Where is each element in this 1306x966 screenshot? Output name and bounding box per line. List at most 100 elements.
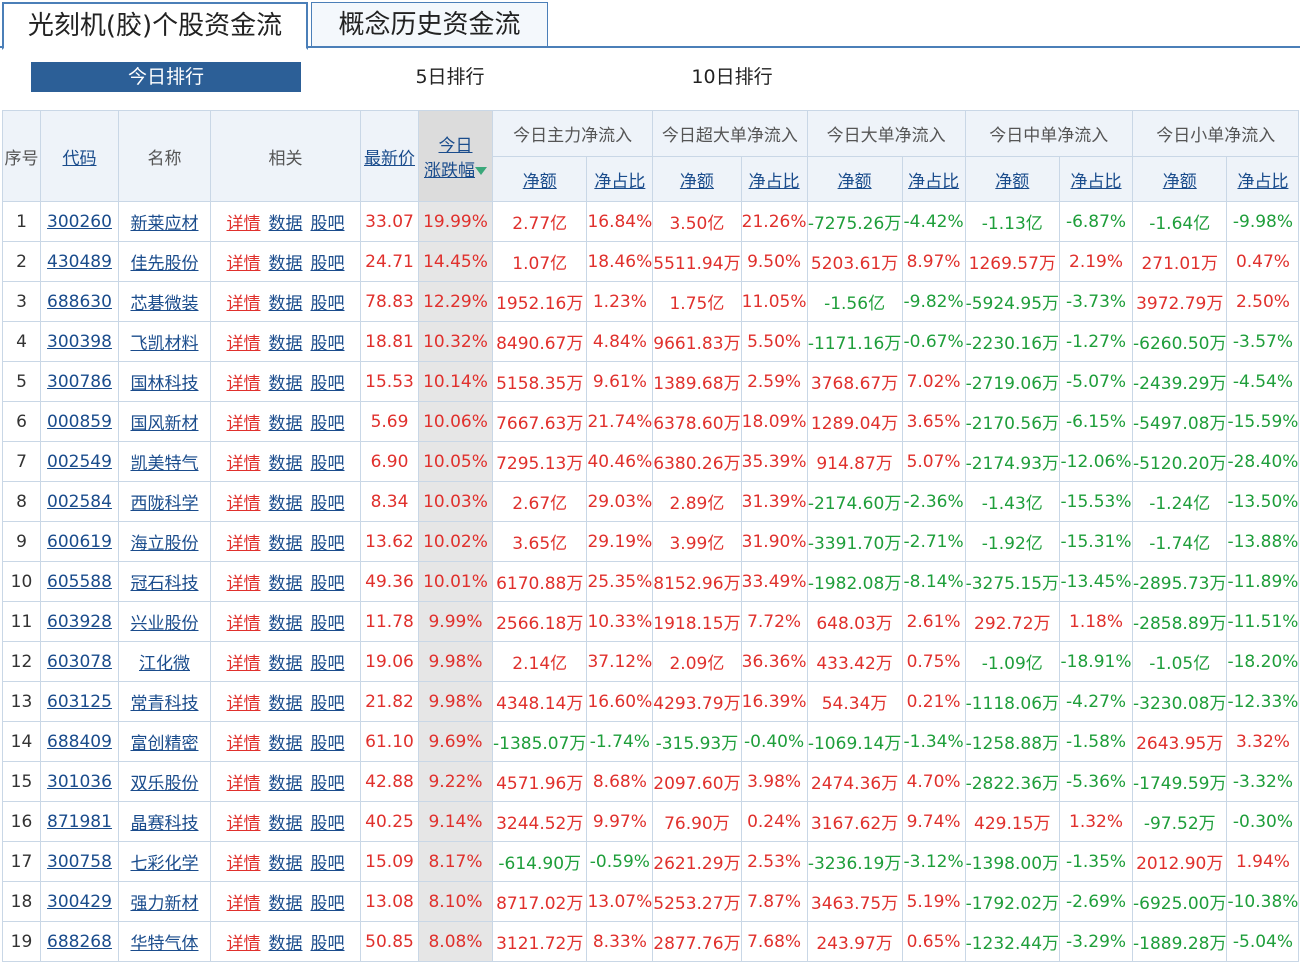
stock-name-link[interactable]: 国风新材 [130, 414, 199, 434]
stock-code-link[interactable]: 603078 [47, 651, 112, 672]
sort-main-amount-link[interactable]: 净额 [522, 171, 557, 192]
sort-main-ratio-link[interactable]: 净占比 [594, 171, 646, 192]
guba-link[interactable]: 股吧 [310, 774, 345, 794]
guba-link[interactable]: 股吧 [310, 494, 345, 514]
guba-link[interactable]: 股吧 [310, 854, 345, 874]
header-mid-ratio[interactable]: 净占比 [1059, 156, 1134, 202]
guba-link[interactable]: 股吧 [310, 214, 345, 234]
header-big-ratio[interactable]: 净占比 [901, 156, 966, 202]
header-main-ratio[interactable]: 净占比 [586, 156, 654, 202]
stock-code-link[interactable]: 300786 [47, 371, 112, 392]
header-super-ratio[interactable]: 净占比 [740, 156, 808, 202]
stock-name-link[interactable]: 七彩化学 [130, 854, 199, 874]
header-main-amount[interactable]: 净额 [491, 156, 588, 202]
data-link[interactable]: 数据 [268, 694, 303, 714]
sort-super-amount-link[interactable]: 净额 [679, 171, 714, 192]
guba-link[interactable]: 股吧 [310, 574, 345, 594]
data-link[interactable]: 数据 [268, 534, 303, 554]
stock-name-link[interactable]: 佳先股份 [130, 254, 199, 274]
data-link[interactable]: 数据 [268, 294, 303, 314]
detail-link[interactable]: 详情 [226, 494, 261, 514]
guba-link[interactable]: 股吧 [310, 894, 345, 914]
sort-small-ratio-link[interactable]: 净占比 [1237, 171, 1289, 192]
stock-name-link[interactable]: 飞凯材料 [130, 334, 199, 354]
detail-link[interactable]: 详情 [226, 254, 261, 274]
stock-code-link[interactable]: 603125 [47, 691, 112, 712]
detail-link[interactable]: 详情 [226, 414, 261, 434]
stock-name-link[interactable]: 强力新材 [130, 894, 199, 914]
sort-change-link-2[interactable]: 涨跌幅 [424, 161, 475, 181]
stock-code-link[interactable]: 605588 [47, 571, 112, 592]
detail-link[interactable]: 详情 [226, 774, 261, 794]
header-mid-amount[interactable]: 净额 [964, 156, 1061, 202]
header-price[interactable]: 最新价 [360, 110, 419, 202]
guba-link[interactable]: 股吧 [310, 654, 345, 674]
guba-link[interactable]: 股吧 [310, 934, 345, 954]
detail-link[interactable]: 详情 [226, 214, 261, 234]
detail-link[interactable]: 详情 [226, 534, 261, 554]
header-change[interactable]: 今日 涨跌幅 [418, 110, 493, 202]
data-link[interactable]: 数据 [268, 854, 303, 874]
header-small-ratio[interactable]: 净占比 [1226, 156, 1300, 202]
sort-code-link[interactable]: 代码 [62, 148, 97, 169]
sort-big-ratio-link[interactable]: 净占比 [908, 171, 960, 192]
tab-stock-fund-flow[interactable]: 光刻机(胶)个股资金流 [2, 2, 308, 50]
sort-price-link[interactable]: 最新价 [364, 148, 415, 169]
data-link[interactable]: 数据 [268, 214, 303, 234]
sort-super-ratio-link[interactable]: 净占比 [748, 171, 800, 192]
stock-name-link[interactable]: 江化微 [139, 654, 190, 674]
stock-code-link[interactable]: 300429 [47, 891, 112, 912]
stock-name-link[interactable]: 新莱应材 [130, 214, 199, 234]
detail-link[interactable]: 详情 [226, 814, 261, 834]
guba-link[interactable]: 股吧 [310, 294, 345, 314]
stock-name-link[interactable]: 富创精密 [130, 734, 199, 754]
stock-code-link[interactable]: 430489 [47, 251, 112, 272]
guba-link[interactable]: 股吧 [310, 694, 345, 714]
header-small-amount[interactable]: 净额 [1132, 156, 1228, 202]
data-link[interactable]: 数据 [268, 574, 303, 594]
detail-link[interactable]: 详情 [226, 854, 261, 874]
sort-mid-amount-link[interactable]: 净额 [995, 171, 1030, 192]
data-link[interactable]: 数据 [268, 494, 303, 514]
stock-code-link[interactable]: 000859 [47, 411, 112, 432]
stock-code-link[interactable]: 002549 [47, 451, 112, 472]
stock-code-link[interactable]: 300260 [47, 211, 112, 232]
sort-mid-ratio-link[interactable]: 净占比 [1070, 171, 1122, 192]
data-link[interactable]: 数据 [268, 414, 303, 434]
guba-link[interactable]: 股吧 [310, 614, 345, 634]
guba-link[interactable]: 股吧 [310, 374, 345, 394]
stock-code-link[interactable]: 301036 [47, 771, 112, 792]
header-super-amount[interactable]: 净额 [652, 156, 742, 202]
stock-name-link[interactable]: 冠石科技 [130, 574, 199, 594]
data-link[interactable]: 数据 [268, 654, 303, 674]
data-link[interactable]: 数据 [268, 454, 303, 474]
data-link[interactable]: 数据 [268, 334, 303, 354]
stock-name-link[interactable]: 国林科技 [130, 374, 199, 394]
detail-link[interactable]: 详情 [226, 614, 261, 634]
stock-name-link[interactable]: 华特气体 [130, 934, 199, 954]
stock-name-link[interactable]: 芯碁微装 [130, 294, 199, 314]
tab-concept-history-fund-flow[interactable]: 概念历史资金流 [311, 2, 548, 46]
data-link[interactable]: 数据 [268, 894, 303, 914]
data-link[interactable]: 数据 [268, 614, 303, 634]
guba-link[interactable]: 股吧 [310, 254, 345, 274]
data-link[interactable]: 数据 [268, 254, 303, 274]
guba-link[interactable]: 股吧 [310, 534, 345, 554]
stock-code-link[interactable]: 688268 [47, 931, 112, 952]
detail-link[interactable]: 详情 [226, 374, 261, 394]
stock-code-link[interactable]: 600619 [47, 531, 112, 552]
sort-big-amount-link[interactable]: 净额 [837, 171, 872, 192]
header-big-amount[interactable]: 净额 [806, 156, 903, 202]
stock-code-link[interactable]: 300398 [47, 331, 112, 352]
range-today-button[interactable]: 今日排行 [31, 62, 301, 92]
guba-link[interactable]: 股吧 [310, 334, 345, 354]
stock-code-link[interactable]: 688630 [47, 291, 112, 312]
detail-link[interactable]: 详情 [226, 934, 261, 954]
stock-code-link[interactable]: 603928 [47, 611, 112, 632]
stock-code-link[interactable]: 300758 [47, 851, 112, 872]
detail-link[interactable]: 详情 [226, 334, 261, 354]
detail-link[interactable]: 详情 [226, 734, 261, 754]
data-link[interactable]: 数据 [268, 814, 303, 834]
guba-link[interactable]: 股吧 [310, 814, 345, 834]
detail-link[interactable]: 详情 [226, 894, 261, 914]
